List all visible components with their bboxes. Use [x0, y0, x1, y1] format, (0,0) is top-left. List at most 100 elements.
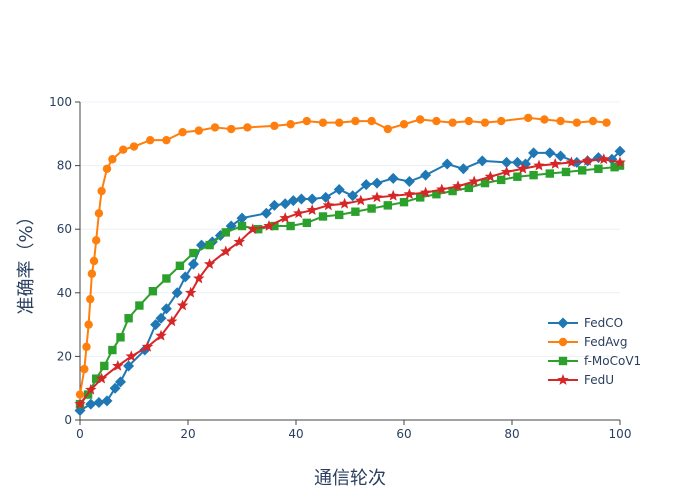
- data-point: [540, 115, 549, 124]
- data-point: [572, 118, 581, 127]
- data-point: [480, 118, 490, 127]
- y-tick-label: 0: [64, 413, 72, 427]
- data-point: [497, 175, 506, 185]
- data-point: [203, 258, 216, 270]
- legend-label: FedAvg: [584, 335, 627, 349]
- data-point: [227, 124, 236, 134]
- data-point: [347, 190, 359, 202]
- data-point: [86, 294, 95, 304]
- data-point: [268, 199, 280, 211]
- x-tick-label: 60: [396, 427, 411, 441]
- data-point: [221, 228, 230, 237]
- data-point: [109, 382, 121, 394]
- y-tick-label: 80: [57, 159, 72, 173]
- data-point: [556, 116, 565, 126]
- data-point: [175, 261, 185, 270]
- legend[interactable]: FedCO FedAvg f-MoCoV1 FedU: [548, 316, 641, 387]
- data-point: [306, 204, 318, 215]
- data-point: [545, 169, 554, 178]
- legend-item[interactable]: FedCO: [548, 316, 623, 330]
- x-tick-label: 80: [504, 427, 519, 441]
- series-f-mocov1: [75, 161, 625, 409]
- data-point: [148, 287, 158, 296]
- axes: 0 20 40 60 80 100 0 20 40 60 80 100: [49, 95, 631, 441]
- data-point: [367, 204, 376, 213]
- data-point: [260, 207, 272, 219]
- data-point: [179, 271, 191, 283]
- series-fedavg: [75, 113, 611, 399]
- data-point: [141, 340, 154, 352]
- data-point: [318, 212, 328, 221]
- data-point: [187, 258, 199, 270]
- data-point: [464, 116, 473, 126]
- series-line: [79, 116, 607, 395]
- data-point: [578, 166, 587, 175]
- data-point: [82, 342, 91, 352]
- data-point: [84, 320, 93, 329]
- data-point: [287, 195, 299, 207]
- data-point: [93, 397, 105, 409]
- data-point: [162, 274, 171, 283]
- data-point: [441, 158, 453, 170]
- data-point: [480, 178, 490, 188]
- data-point: [614, 145, 626, 157]
- x-tick-label: 100: [609, 427, 632, 441]
- data-point: [501, 156, 513, 168]
- data-point: [150, 319, 162, 331]
- data-point: [123, 360, 135, 372]
- data-point: [598, 153, 610, 165]
- data-point: [205, 240, 214, 250]
- legend-item[interactable]: FedAvg: [548, 335, 627, 349]
- data-point: [529, 170, 538, 180]
- data-point: [101, 395, 113, 407]
- legend-item[interactable]: FedU: [548, 373, 614, 387]
- data-point: [338, 197, 351, 209]
- data-point: [100, 361, 109, 371]
- data-point: [166, 315, 178, 327]
- data-point: [155, 329, 167, 341]
- legend-marker: [558, 337, 568, 347]
- data-point: [581, 154, 594, 166]
- data-point: [176, 299, 189, 311]
- legend-marker: [558, 356, 568, 366]
- data-point: [367, 116, 376, 126]
- data-point: [403, 176, 415, 187]
- data-point: [108, 345, 117, 355]
- data-point: [387, 172, 399, 184]
- data-point: [416, 193, 425, 202]
- data-point: [263, 220, 275, 231]
- x-tick-label: 0: [76, 427, 84, 441]
- data-point: [565, 156, 578, 168]
- data-point: [383, 201, 392, 210]
- legend-item[interactable]: f-MoCoV1: [548, 354, 641, 368]
- x-tick-label: 40: [288, 427, 303, 441]
- data-point: [119, 145, 128, 154]
- data-point: [528, 147, 540, 159]
- data-point: [94, 209, 104, 218]
- data-point: [448, 186, 457, 196]
- data-point: [614, 156, 626, 168]
- data-point: [292, 207, 305, 219]
- legend-label: FedU: [584, 373, 614, 387]
- grid-lines: [80, 101, 620, 357]
- data-point: [399, 120, 409, 129]
- y-tick-label: 40: [57, 286, 72, 300]
- data-point: [335, 118, 344, 127]
- data-point: [351, 207, 360, 216]
- legend-marker: [557, 317, 569, 329]
- data-point: [420, 169, 432, 181]
- data-point: [162, 135, 171, 145]
- y-tick-label: 60: [57, 222, 72, 236]
- legend-label: FedCO: [584, 316, 623, 330]
- data-point: [549, 158, 561, 169]
- data-point: [371, 191, 383, 203]
- data-point: [135, 301, 144, 310]
- legend-label: f-MoCoV1: [584, 354, 641, 368]
- data-point: [436, 183, 448, 195]
- data-point: [247, 223, 259, 235]
- data-point: [419, 186, 432, 198]
- data-point: [497, 116, 506, 126]
- data-point: [524, 113, 533, 123]
- data-point: [92, 236, 101, 245]
